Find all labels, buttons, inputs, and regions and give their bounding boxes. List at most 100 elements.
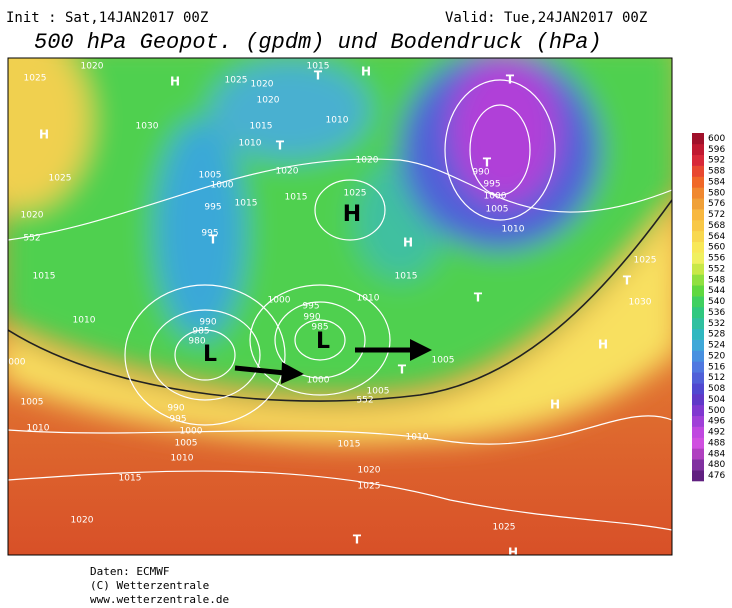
colorbar-label: 564: [708, 232, 725, 242]
isobar-label: 990: [472, 168, 489, 178]
isobar-label: 1010: [171, 454, 194, 464]
colorbar-cell: [692, 328, 704, 340]
pressure-center: T: [353, 533, 362, 547]
colorbar-cell: [692, 154, 704, 166]
map: 10251020H1030102510205521015101010001005…: [3, 58, 672, 555]
pressure-center: T: [314, 69, 323, 83]
colorbar-cell: [692, 404, 704, 417]
colorbar-label: 536: [708, 308, 725, 318]
colorbar-cell: [692, 165, 704, 177]
isobar-label: 1000: [307, 376, 330, 386]
colorbar-cell: [692, 220, 704, 232]
colorbar-cell: [692, 285, 704, 297]
isobar-label: 980: [188, 337, 205, 347]
isobar-label: 1025: [225, 76, 248, 86]
isobar-label: 995: [204, 203, 221, 213]
isobar-label: 1005: [21, 398, 44, 408]
colorbar-label: 580: [708, 188, 725, 198]
colorbar-label: 552: [708, 264, 725, 274]
isobar-label: 1020: [358, 466, 381, 476]
pressure-center: T: [483, 156, 492, 170]
colorbar-label: 484: [708, 449, 725, 459]
colorbar-cell: [692, 448, 704, 460]
isobar-label: 1010: [27, 424, 50, 434]
init-time: Init : Sat,14JAN2017 00Z: [6, 10, 208, 26]
colorbar-label: 492: [708, 428, 725, 438]
colorbar-cell: [692, 361, 704, 373]
colorbar-label: 540: [708, 297, 725, 307]
map-title: 500 hPa Geopot. (gpdm) und Bodendruck (h…: [34, 30, 602, 55]
isobar-label: 1005: [486, 205, 509, 215]
isobar-label: 995: [169, 415, 186, 425]
colorbar-cell: [692, 372, 704, 384]
isobar-label: 1020: [251, 80, 274, 90]
isobar-label: 1025: [24, 74, 47, 84]
isobar-label: 1000: [268, 296, 291, 306]
footer-copyright: (C) Wetterzentrale: [90, 579, 209, 592]
isobar-label: 1015: [250, 122, 273, 132]
footer-url: www.wetterzentrale.de: [90, 593, 229, 606]
colorbar-cell: [692, 176, 704, 188]
isobar-label: 552: [23, 234, 40, 244]
isobar-label: 1025: [344, 189, 367, 199]
pressure-center: T: [506, 73, 515, 87]
colorbar-label: 588: [708, 167, 725, 177]
colorbar-cell: [692, 350, 704, 362]
isobar-label: 1000: [484, 192, 507, 202]
isobar-label: 1000: [3, 358, 26, 368]
isobar-label: 1025: [493, 523, 516, 533]
colorbar-label: 476: [708, 471, 725, 481]
isobar-label: 1005: [432, 356, 455, 366]
isobar-label: 1005: [367, 387, 390, 397]
colorbar-label: 556: [708, 254, 725, 264]
isobar-label: 1000: [211, 181, 234, 191]
isobar-label: 1020: [81, 62, 104, 72]
colorbar-cell: [692, 339, 704, 351]
isobar-label: 1020: [257, 96, 280, 106]
colorbar-cell: [692, 394, 704, 406]
isobar-label: 990: [199, 318, 216, 328]
colorbar-label: 592: [708, 156, 725, 166]
pressure-center: H: [598, 338, 608, 352]
colorbar-label: 508: [708, 384, 725, 394]
colorbar-label: 524: [708, 341, 725, 351]
colorbar-cell: [692, 241, 704, 253]
colorbar-cell: [692, 187, 704, 199]
isobar-label: 1010: [73, 316, 96, 326]
isobar-label: 1015: [285, 193, 308, 203]
isobar-label: 1000: [180, 427, 203, 437]
isobar-label: 990: [167, 404, 184, 414]
isobar-label: 1005: [175, 439, 198, 449]
colorbar-cell: [692, 383, 704, 395]
pressure-center: T: [623, 274, 632, 288]
isobar-label: 1010: [502, 225, 525, 235]
colorbar-label: 520: [708, 351, 725, 361]
colorbar-cell: [692, 198, 704, 210]
colorbar-cell: [692, 459, 704, 471]
isobar-label: 995: [201, 229, 218, 239]
pressure-center: H: [343, 202, 361, 227]
colorbar-label: 596: [708, 145, 725, 155]
isobar-label: 1030: [136, 122, 159, 132]
isobar-label: 990: [303, 313, 320, 323]
colorbar-label: 488: [708, 438, 725, 448]
colorbar: 4764804844884924965005045085125165205245…: [692, 133, 725, 482]
colorbar-cell: [692, 296, 704, 308]
isobar-label: 1020: [71, 516, 94, 526]
colorbar-label: 544: [708, 286, 725, 296]
colorbar-label: 496: [708, 417, 725, 427]
isobar-label: 1010: [326, 116, 349, 126]
colorbar-label: 560: [708, 243, 725, 253]
isobar-label: 985: [311, 323, 328, 333]
colorbar-label: 572: [708, 210, 725, 220]
colorbar-label: 600: [708, 134, 725, 144]
pressure-center: H: [361, 65, 371, 79]
colorbar-cell: [692, 415, 704, 427]
isobar-label: 1020: [21, 211, 44, 221]
isobar-label: 1010: [239, 139, 262, 149]
pressure-center: H: [39, 128, 49, 142]
isobar-label: 1020: [276, 167, 299, 177]
valid-time: Valid: Tue,24JAN2017 00Z: [445, 10, 647, 26]
map-frame: [7, 57, 673, 556]
isobar-label: 1015: [395, 272, 418, 282]
